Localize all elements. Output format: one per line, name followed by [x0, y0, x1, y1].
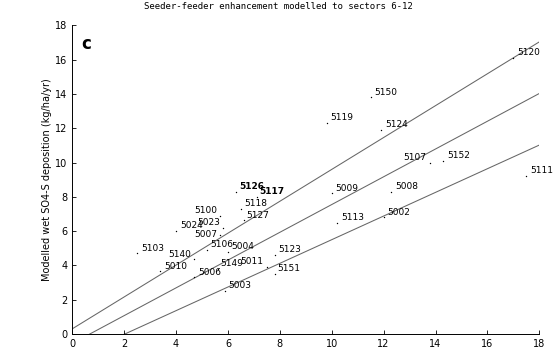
Text: 5003: 5003 [229, 281, 251, 290]
Text: 5117: 5117 [260, 187, 285, 196]
Text: 5107: 5107 [404, 153, 426, 162]
Text: 5002: 5002 [388, 208, 410, 217]
Text: 5127: 5127 [247, 211, 270, 220]
Text: 5103: 5103 [141, 244, 164, 253]
Y-axis label: Modelled wet SO4-S deposition (kg/ha/yr): Modelled wet SO4-S deposition (kg/ha/yr) [42, 78, 52, 281]
Text: 5111: 5111 [530, 166, 553, 175]
Text: 5004: 5004 [231, 242, 254, 251]
Text: 5149: 5149 [221, 259, 244, 268]
Text: 5120: 5120 [517, 48, 540, 57]
Text: 5119: 5119 [330, 113, 354, 122]
Text: 5152: 5152 [447, 151, 470, 160]
Text: 5140: 5140 [168, 249, 191, 258]
Text: 5123: 5123 [279, 245, 301, 254]
Text: 5009: 5009 [336, 184, 359, 192]
Text: 5011: 5011 [241, 257, 264, 266]
Text: 5151: 5151 [278, 264, 301, 273]
Text: 5124: 5124 [385, 120, 408, 129]
Text: 5106: 5106 [210, 240, 234, 249]
Text: 5024: 5024 [180, 221, 203, 230]
Text: 5023: 5023 [197, 218, 220, 227]
Text: 5010: 5010 [165, 261, 187, 270]
Text: c: c [82, 34, 92, 53]
Text: 5008: 5008 [395, 182, 418, 191]
Text: 5100: 5100 [194, 206, 217, 215]
Text: 5113: 5113 [341, 213, 364, 222]
Text: 5118: 5118 [244, 199, 267, 208]
Text: 5006: 5006 [198, 268, 221, 277]
Text: Seeder-feeder enhancement modelled to sectors 6-12: Seeder-feeder enhancement modelled to se… [143, 2, 413, 11]
Text: 5126: 5126 [239, 182, 264, 191]
Text: 5007: 5007 [194, 230, 217, 239]
Text: 5150: 5150 [375, 87, 398, 97]
